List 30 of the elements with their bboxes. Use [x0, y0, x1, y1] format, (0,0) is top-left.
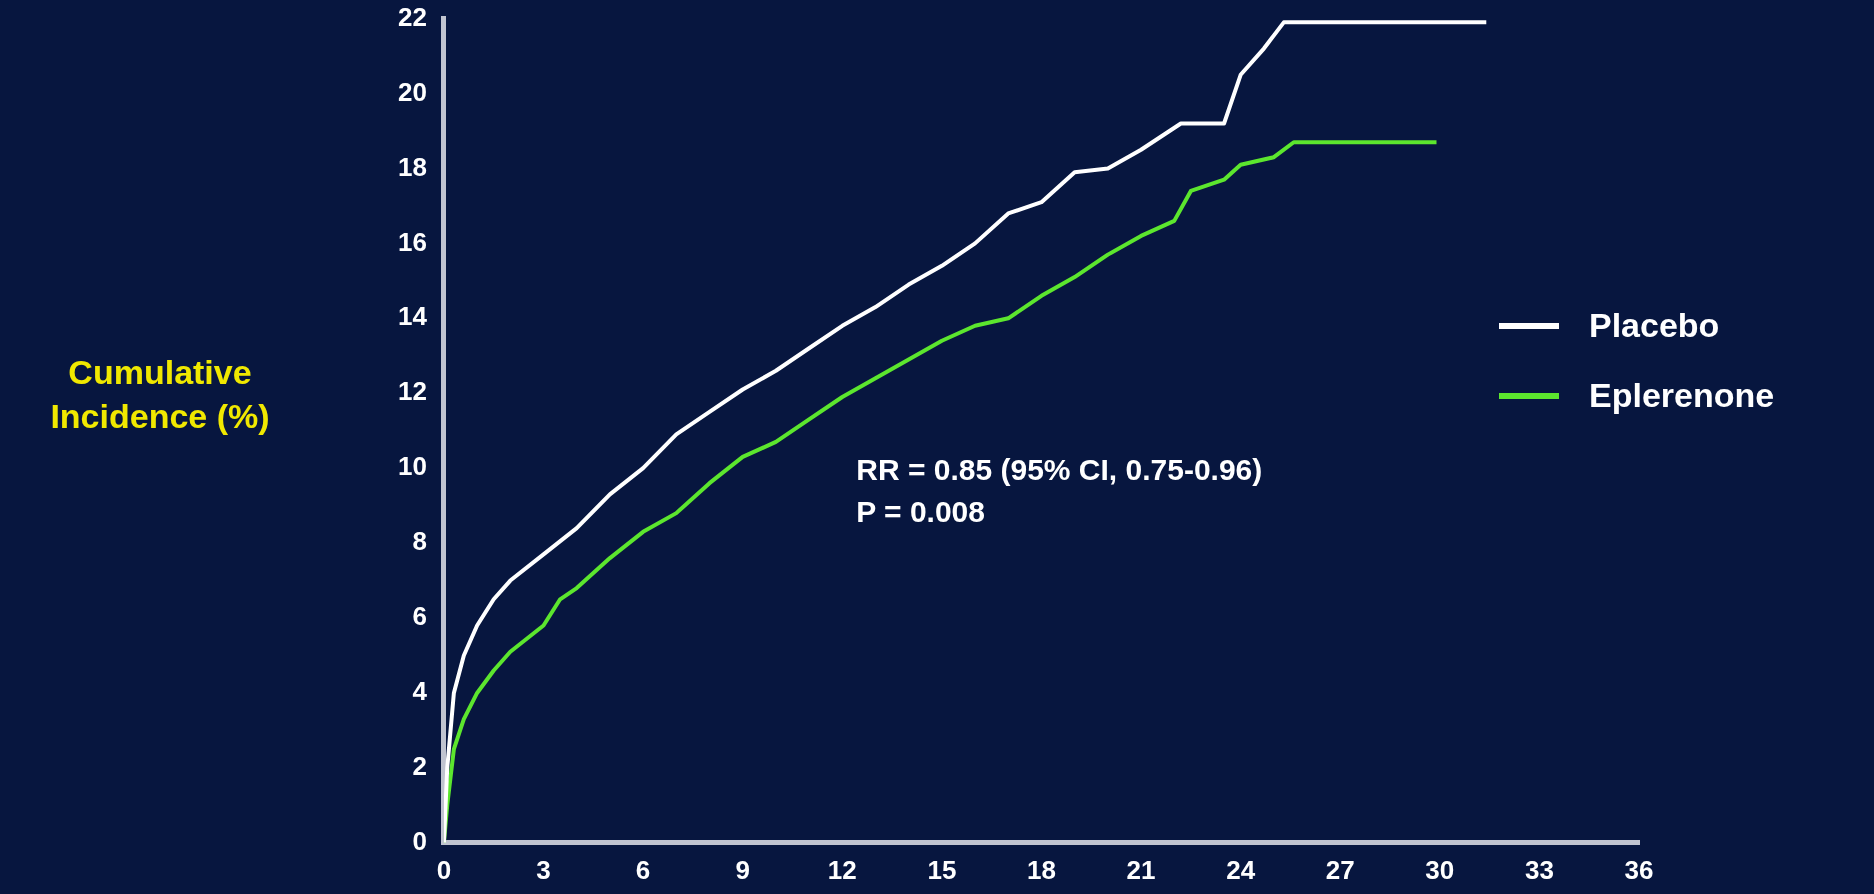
x-tick-label: 3 [536, 854, 551, 885]
y-tick-label: 0 [412, 825, 427, 856]
y-tick-label: 22 [398, 1, 427, 32]
y-tick-label: 18 [398, 151, 427, 182]
x-tick-label: 18 [1027, 854, 1056, 885]
x-tick-label: 0 [436, 854, 452, 885]
x-tick-label: 12 [827, 854, 857, 885]
legend-label: Placebo [1589, 306, 1720, 346]
x-tick-label: 21 [1126, 854, 1156, 885]
y-tick-label: 8 [412, 526, 427, 557]
annotation: P = 0.008 [856, 495, 985, 529]
x-tick-label: 24 [1226, 854, 1256, 885]
y-tick-label: 4 [412, 676, 428, 707]
y-tick-label: 20 [398, 76, 427, 107]
y-axis-title: Cumulative Incidence (%) [49, 352, 271, 437]
y-tick-label: 16 [398, 226, 427, 257]
x-tick-label: 9 [735, 854, 750, 885]
y-tick-label: 14 [398, 301, 428, 332]
x-tick-label: 15 [927, 854, 957, 885]
x-tick-label: 33 [1524, 854, 1554, 885]
y-tick-label: 12 [398, 376, 427, 407]
x-tick-label: 27 [1325, 854, 1355, 885]
y-tick-label: 6 [412, 601, 427, 632]
x-tick-label: 30 [1425, 854, 1455, 885]
x-tick-label: 6 [635, 854, 651, 885]
x-tick-label: 36 [1624, 854, 1654, 885]
annotation: RR = 0.85 (95% CI, 0.75-0.96) [856, 453, 1263, 487]
y-tick-label: 10 [398, 451, 427, 482]
legend-label: Eplerenone [1589, 376, 1775, 416]
y-tick-label: 2 [412, 751, 427, 782]
